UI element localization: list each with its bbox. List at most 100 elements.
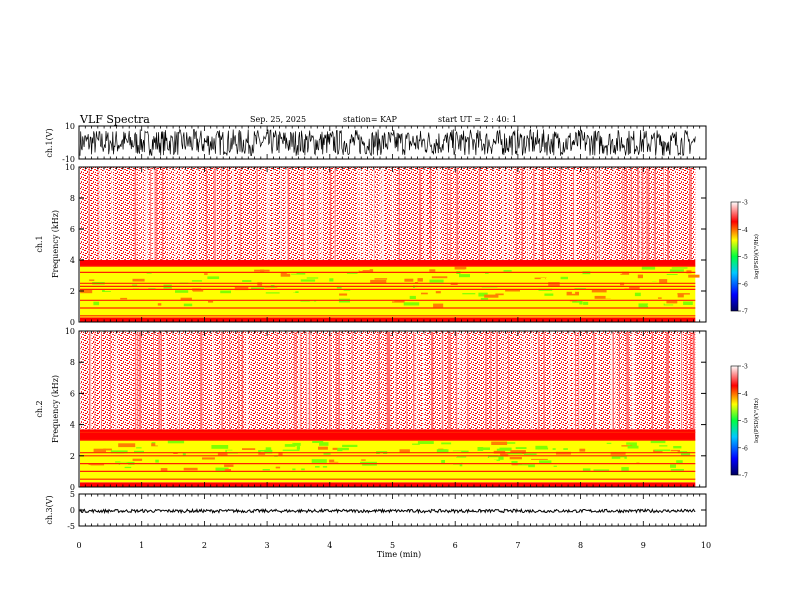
ch2-spec-texture (490, 446, 500, 449)
ch1-spec-texture (293, 291, 299, 293)
ch2-colorbar: -3 -4 -5 -6 -7 log(PSD)(V²/Hz) (730, 364, 760, 480)
ch2-spec-texture (125, 457, 129, 459)
ch1-spec-texture (571, 278, 589, 281)
ch2-spec-streak (179, 332, 181, 430)
ch1-spec-streak (150, 168, 152, 260)
ch2-spec-texture (496, 447, 512, 451)
ch1-spec-streak (273, 168, 274, 260)
ch1-spec-streak (516, 168, 517, 260)
ch2-spec-texture (362, 467, 376, 471)
ch1-spec-streak (197, 168, 199, 260)
ch2-spec-streak (523, 332, 525, 430)
ch2-spec-texture (441, 460, 445, 464)
ch2-spec-texture (551, 460, 564, 464)
ch1-spec-texture (300, 300, 317, 302)
ch2-spec-texture (564, 443, 571, 448)
ch2-spec-streak (530, 332, 532, 430)
ch2-spec-texture (670, 464, 676, 468)
ch2-spec-ytick-label: 10 (65, 327, 75, 336)
ch1-spec-texture (291, 273, 306, 275)
ch1-spec-texture (145, 267, 152, 270)
ch2-spec-streak (164, 332, 167, 430)
ch1-panel-label: ch.1 (35, 235, 44, 252)
ch2-spec-streak (463, 332, 465, 430)
ch2-spec-streak (627, 332, 629, 430)
ch2-spec-streak (332, 332, 333, 430)
ch1-spec-texture (572, 300, 582, 303)
ch1-spec-streak (630, 168, 632, 260)
ch1-spec-streak (626, 168, 627, 260)
ch2-spec-texture (412, 443, 420, 445)
ch2-spec-texture (620, 457, 625, 461)
ch2-spec-texture (332, 447, 338, 450)
ch1-spec-texture (454, 266, 467, 270)
ch1-spec-streak (97, 168, 99, 260)
ch2-spec-streak (294, 332, 296, 430)
ch1-spec-streak (648, 168, 650, 260)
ch1-spec-texture (309, 297, 315, 302)
ch1-spec-streak (357, 168, 359, 260)
ch2-spec-streak (431, 332, 433, 430)
ch2-spec-streak (626, 332, 628, 430)
chart-title: VLF Spectra (80, 113, 150, 126)
xtick-label: 3 (265, 541, 270, 550)
ch1-spec-streak (494, 168, 496, 260)
ch1-spec-texture (199, 286, 210, 289)
ch2-spec-streak (578, 332, 580, 430)
ch1-spec-streak (689, 168, 691, 260)
ch2-spec-texture (229, 457, 243, 460)
ch2-spec-texture (93, 448, 106, 453)
ch1-spec-texture (495, 293, 504, 296)
ch2-spec-texture (192, 443, 207, 445)
ch2-spec-texture (509, 465, 513, 470)
ch1-spec-texture (247, 298, 261, 301)
ch1-spec-texture (655, 286, 673, 291)
ch1-spec-texture (234, 286, 249, 291)
ch1-spec-texture (669, 269, 684, 272)
ch1-spec-streak (663, 168, 665, 260)
ch1-spec-streak (174, 168, 176, 260)
ch1-spec-texture (544, 267, 552, 269)
ch1-spec-texture (455, 290, 473, 293)
ch1-spec-texture (329, 278, 334, 282)
ch2-spec-texture (621, 467, 629, 472)
ch1-spec-texture (315, 292, 327, 295)
ch1-trace (79, 128, 696, 157)
ch2-spec-streak (212, 332, 214, 430)
ch2-freq-ylabel: Frequency (kHz) (51, 375, 60, 443)
ch1-spec-streak (213, 168, 215, 260)
ch1-spec-streak (398, 168, 400, 260)
ch2-spec-texture (318, 446, 328, 450)
ch2-spec-texture (539, 460, 555, 464)
ch2-spec-streak (115, 332, 118, 430)
ch2-spec-streak (306, 332, 307, 430)
ch1-spec-texture (688, 274, 700, 278)
ch2-spec-streak (363, 332, 365, 430)
ch1-spec-streak (305, 168, 307, 260)
time-axis-label: Time (min) (377, 550, 421, 559)
ch1-spec-texture (390, 290, 401, 293)
ch1-spec-streak (256, 168, 258, 260)
ch1-spec-streak (507, 168, 509, 260)
ch2-spec-texture (134, 450, 144, 454)
ch2-spec-texture (265, 444, 272, 446)
ch1-cb-tick-label: -7 (742, 309, 748, 316)
ch2-spec-texture (606, 442, 612, 444)
ch2-spec-texture (296, 446, 300, 450)
ch1-spec-texture (586, 302, 599, 306)
ch2-spec-texture (265, 447, 272, 451)
ch2-spec-texture (507, 452, 523, 455)
ch1-spec-streak (368, 168, 370, 260)
ch3-wave-ytick-label: 5 (70, 490, 75, 499)
ch1-spec-texture (191, 280, 202, 282)
ch1-spec-texture (429, 279, 444, 283)
ch2-spec-texture (399, 449, 410, 453)
ch2-spec-texture (138, 459, 153, 462)
ch1-spec-streak (624, 168, 625, 260)
ch1-spec-streak (99, 168, 101, 260)
ch2-spec-texture (484, 460, 495, 464)
ch2-spec-texture (611, 456, 627, 459)
ch1-spec-band-3 (80, 260, 696, 267)
ch1-spec-texture (305, 283, 313, 288)
ch2-spec-streak (651, 332, 653, 430)
